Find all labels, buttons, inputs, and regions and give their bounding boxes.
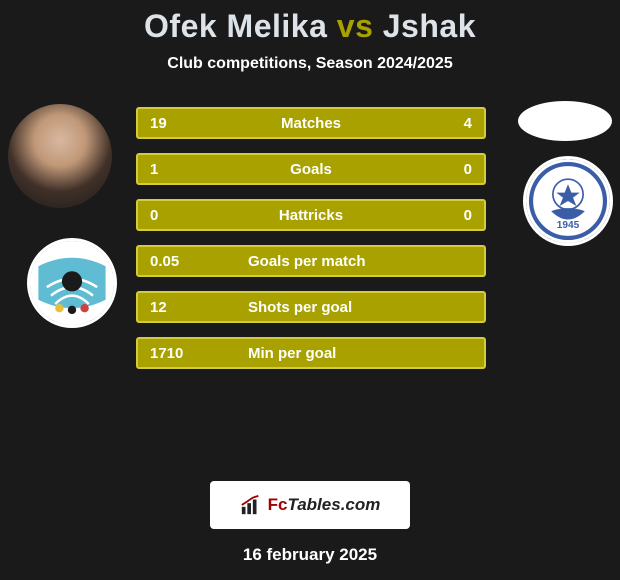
stat-right-value: 0: [464, 207, 472, 224]
stats-area: 1945 19 Matches 4 1 Goals 0 0 Hattricks …: [0, 101, 620, 481]
player2-name: Jshak: [383, 8, 476, 44]
stat-left-value: 1: [150, 161, 158, 178]
brand-badge[interactable]: FcTables.com: [210, 481, 410, 529]
subtitle: Club competitions, Season 2024/2025: [0, 55, 620, 73]
stat-row-gpm: 0.05 Goals per match: [136, 245, 486, 277]
infographic-root: Ofek Melika vs Jshak Club competitions, …: [0, 0, 620, 580]
player2-avatar: [518, 101, 612, 141]
player1-name: Ofek Melika: [144, 8, 327, 44]
stat-right-value: 4: [464, 115, 472, 132]
stat-label: Shots per goal: [248, 299, 352, 316]
stat-label: Matches: [138, 115, 484, 132]
stat-left-value: 12: [150, 299, 167, 316]
stat-label: Goals per match: [248, 253, 366, 270]
stat-row-mpg: 1710 Min per goal: [136, 337, 486, 369]
vs-separator: vs: [337, 8, 374, 44]
stat-label: Hattricks: [138, 207, 484, 224]
brand-tables: Tables: [287, 495, 340, 514]
stat-row-matches: 19 Matches 4: [136, 107, 486, 139]
player1-avatar: [8, 104, 112, 208]
brand-fc: Fc: [268, 495, 288, 514]
comparison-title: Ofek Melika vs Jshak: [0, 8, 620, 45]
stat-left-value: 0: [150, 207, 158, 224]
brand-text: FcTables.com: [268, 495, 381, 515]
stat-row-goals: 1 Goals 0: [136, 153, 486, 185]
date-label: 16 february 2025: [0, 545, 620, 565]
stat-left-value: 0.05: [150, 253, 179, 270]
stat-bars: 19 Matches 4 1 Goals 0 0 Hattricks 0 0.0…: [136, 107, 486, 383]
stat-row-hattricks: 0 Hattricks 0: [136, 199, 486, 231]
stat-right-value: 0: [464, 161, 472, 178]
chart-icon: [240, 494, 262, 516]
stat-label: Min per goal: [248, 345, 336, 362]
club-p2-icon: 1945: [526, 159, 610, 243]
stat-label: Goals: [138, 161, 484, 178]
player2-club-logo: 1945: [526, 159, 610, 243]
player1-club-logo: [30, 241, 114, 325]
brand-com: .com: [341, 495, 381, 514]
club-p1-icon: [30, 241, 114, 325]
stat-left-value: 1710: [150, 345, 183, 362]
svg-text:1945: 1945: [557, 220, 580, 231]
stat-row-spg: 12 Shots per goal: [136, 291, 486, 323]
stat-left-value: 19: [150, 115, 167, 132]
